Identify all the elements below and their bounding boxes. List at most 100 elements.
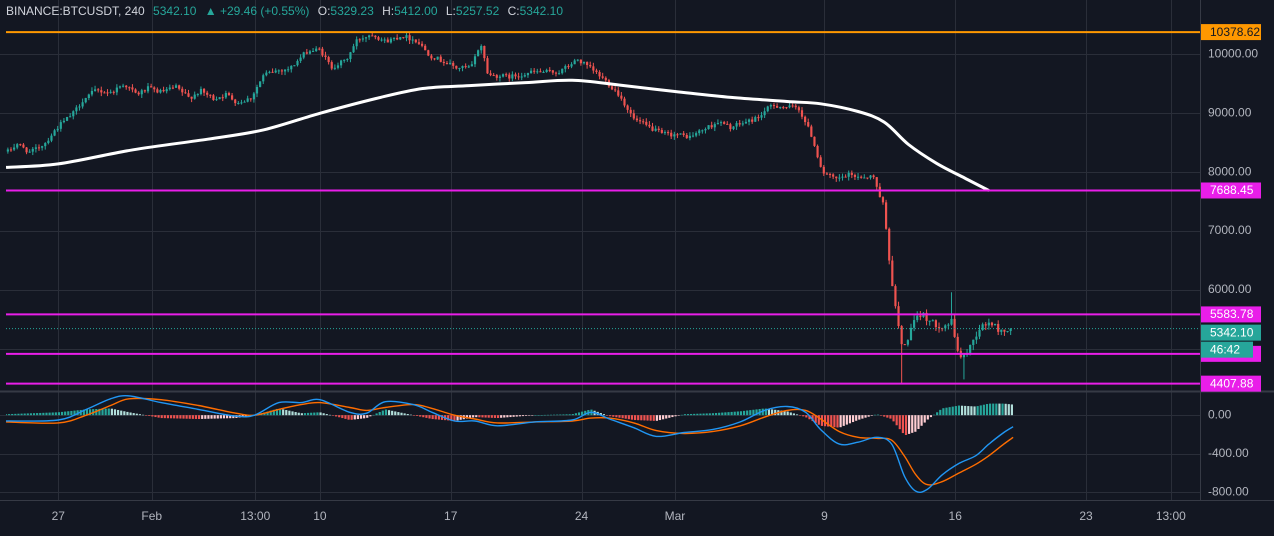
time-tick-label: Feb xyxy=(141,509,162,523)
macd-histogram-bar xyxy=(948,407,951,416)
candle-up xyxy=(283,69,287,72)
macd-histogram-bar xyxy=(643,415,646,421)
candle-down xyxy=(685,135,688,139)
candle-up xyxy=(115,87,118,93)
macd-histogram-bar xyxy=(481,415,484,418)
macd-histogram-bar xyxy=(20,413,23,416)
macd-histogram-bar xyxy=(98,408,101,416)
candle-down xyxy=(280,70,284,72)
macd-histogram-bar xyxy=(226,415,229,419)
macd-histogram-bar xyxy=(51,412,54,416)
candle-down xyxy=(828,174,832,176)
macd-histogram-bar xyxy=(699,413,702,416)
candle-down xyxy=(934,320,938,328)
macd-histogram-bar xyxy=(107,408,110,416)
candle-up xyxy=(268,71,271,73)
candle-down xyxy=(804,116,807,123)
macd-histogram-bar xyxy=(546,414,549,416)
candle-up xyxy=(346,58,349,60)
candle-up xyxy=(274,70,277,73)
macd-histogram-bar xyxy=(17,413,20,416)
candle-down xyxy=(327,57,330,63)
macd-histogram-bar xyxy=(979,405,982,416)
candle-down xyxy=(486,58,489,74)
candle-down xyxy=(371,35,374,37)
macd-histogram-bar xyxy=(565,414,568,416)
time-tick-label: 27 xyxy=(52,509,66,523)
candle-down xyxy=(853,174,857,177)
candle-down xyxy=(888,228,891,261)
macd-histogram-bar xyxy=(42,412,45,416)
macd-histogram-bar xyxy=(397,412,400,416)
macd-histogram-bar xyxy=(736,411,739,416)
macd-histogram-bar xyxy=(867,415,870,417)
macd-histogram-bar xyxy=(275,408,279,416)
candle-down xyxy=(508,74,511,79)
macd-histogram-bar xyxy=(366,415,369,418)
candle-up xyxy=(59,122,62,129)
macd-histogram-bar xyxy=(727,412,730,416)
candle-up xyxy=(311,51,315,53)
macd-histogram-bar xyxy=(954,406,957,416)
macd-histogram-bar xyxy=(347,415,350,420)
candle-up xyxy=(44,143,47,147)
candle-down xyxy=(206,92,209,95)
candle-down xyxy=(396,37,399,40)
level-badge: 10378.62 xyxy=(1210,25,1260,39)
macd-histogram-bar xyxy=(711,413,715,416)
macd-histogram-bar xyxy=(942,408,945,416)
macd-histogram-bar xyxy=(524,415,528,416)
candle-down xyxy=(424,45,427,51)
macd-histogram-bar xyxy=(406,414,409,416)
macd-histogram-bar xyxy=(291,411,294,416)
candle-down xyxy=(489,73,492,76)
candle-up xyxy=(255,86,259,94)
candle-up xyxy=(760,115,763,118)
candle-up xyxy=(981,324,984,330)
macd-histogram-bar xyxy=(889,415,892,419)
candle-up xyxy=(511,74,514,79)
candle-up xyxy=(252,93,255,100)
close-label: C: xyxy=(507,4,520,18)
candle-up xyxy=(224,93,227,98)
macd-histogram-bar xyxy=(415,415,419,416)
candle-up xyxy=(501,74,505,77)
candle-down xyxy=(866,177,869,179)
macd-histogram-bar xyxy=(693,413,696,416)
candle-down xyxy=(414,39,417,43)
macd-histogram-bar xyxy=(29,413,33,416)
candle-up xyxy=(766,106,769,112)
candle-down xyxy=(548,69,551,71)
macd-histogram-bar xyxy=(335,415,338,417)
candle-down xyxy=(651,126,654,131)
macd-histogram-bar xyxy=(496,415,500,419)
candle-up xyxy=(368,35,371,38)
macd-histogram-bar xyxy=(194,415,198,419)
candle-down xyxy=(642,121,645,123)
macd-histogram-bar xyxy=(982,404,985,416)
candle-up xyxy=(526,73,530,76)
candle-down xyxy=(598,72,601,77)
macd-histogram-bar xyxy=(288,410,291,416)
candle-up xyxy=(75,107,78,112)
macd-histogram-bar xyxy=(319,412,322,416)
macd-histogram-bar xyxy=(811,415,814,422)
candle-up xyxy=(302,52,305,58)
macd-histogram-bar xyxy=(450,415,453,421)
macd-histogram-bar xyxy=(615,415,618,418)
macd-histogram-bar xyxy=(391,410,394,416)
macd-histogram-bar xyxy=(487,415,490,418)
last-price: 5342.10 xyxy=(153,4,197,18)
candle-up xyxy=(978,329,981,337)
candle-up xyxy=(698,130,701,134)
macd-histogram-bar xyxy=(830,415,833,427)
macd-histogram-bar xyxy=(926,415,929,420)
candle-up xyxy=(542,71,545,73)
time-tick-label: 13:00 xyxy=(240,509,270,523)
macd-histogram-bar xyxy=(518,415,521,417)
macd-histogram-bar xyxy=(945,407,948,416)
macd-histogram-bar xyxy=(434,415,437,420)
candle-down xyxy=(143,90,146,92)
macd-histogram-bar xyxy=(179,415,182,419)
